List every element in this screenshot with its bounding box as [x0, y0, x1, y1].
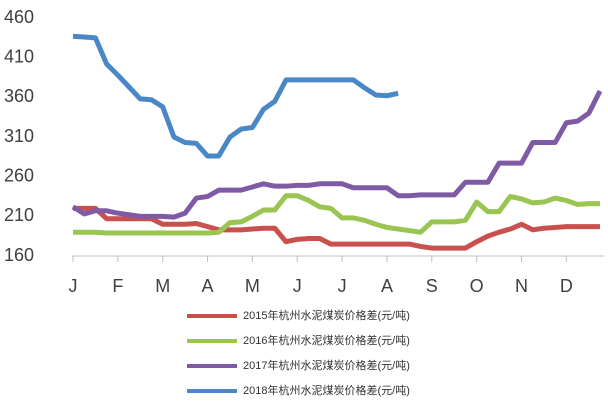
x-tick-label: A	[202, 276, 214, 296]
y-tick-label: 260	[4, 165, 34, 185]
x-tick-label: A	[381, 276, 393, 296]
series-line	[73, 193, 600, 236]
legend-label: 2016年杭州水泥煤炭价格差(元/吨)	[243, 333, 410, 347]
y-tick-label: 360	[4, 86, 34, 106]
x-tick-label: J	[293, 276, 302, 296]
x-tick-label: S	[426, 276, 438, 296]
x-tick-label: M	[245, 276, 260, 296]
x-tick-label: N	[515, 276, 528, 296]
legend-label: 2018年杭州水泥煤炭价格差(元/吨)	[243, 383, 410, 397]
x-tick-label: J	[338, 276, 347, 296]
series-line	[72, 33, 399, 159]
y-tick-label: 210	[4, 205, 34, 225]
x-tick-label: D	[560, 276, 573, 296]
x-tick-label: F	[112, 276, 123, 296]
y-tick-label: 460	[4, 7, 34, 27]
legend-label: 2017年杭州水泥煤炭价格差(元/吨)	[243, 358, 410, 372]
x-tick-label: J	[69, 276, 78, 296]
x-tick-label: O	[470, 276, 484, 296]
y-tick-label: 410	[4, 46, 34, 66]
series-line	[71, 89, 603, 220]
y-tick-label: 160	[4, 245, 34, 265]
legend-label: 2015年杭州水泥煤炭价格差(元/吨)	[243, 308, 410, 322]
x-tick-label: M	[155, 276, 170, 296]
series-line	[73, 205, 600, 251]
y-tick-label: 310	[4, 126, 34, 146]
